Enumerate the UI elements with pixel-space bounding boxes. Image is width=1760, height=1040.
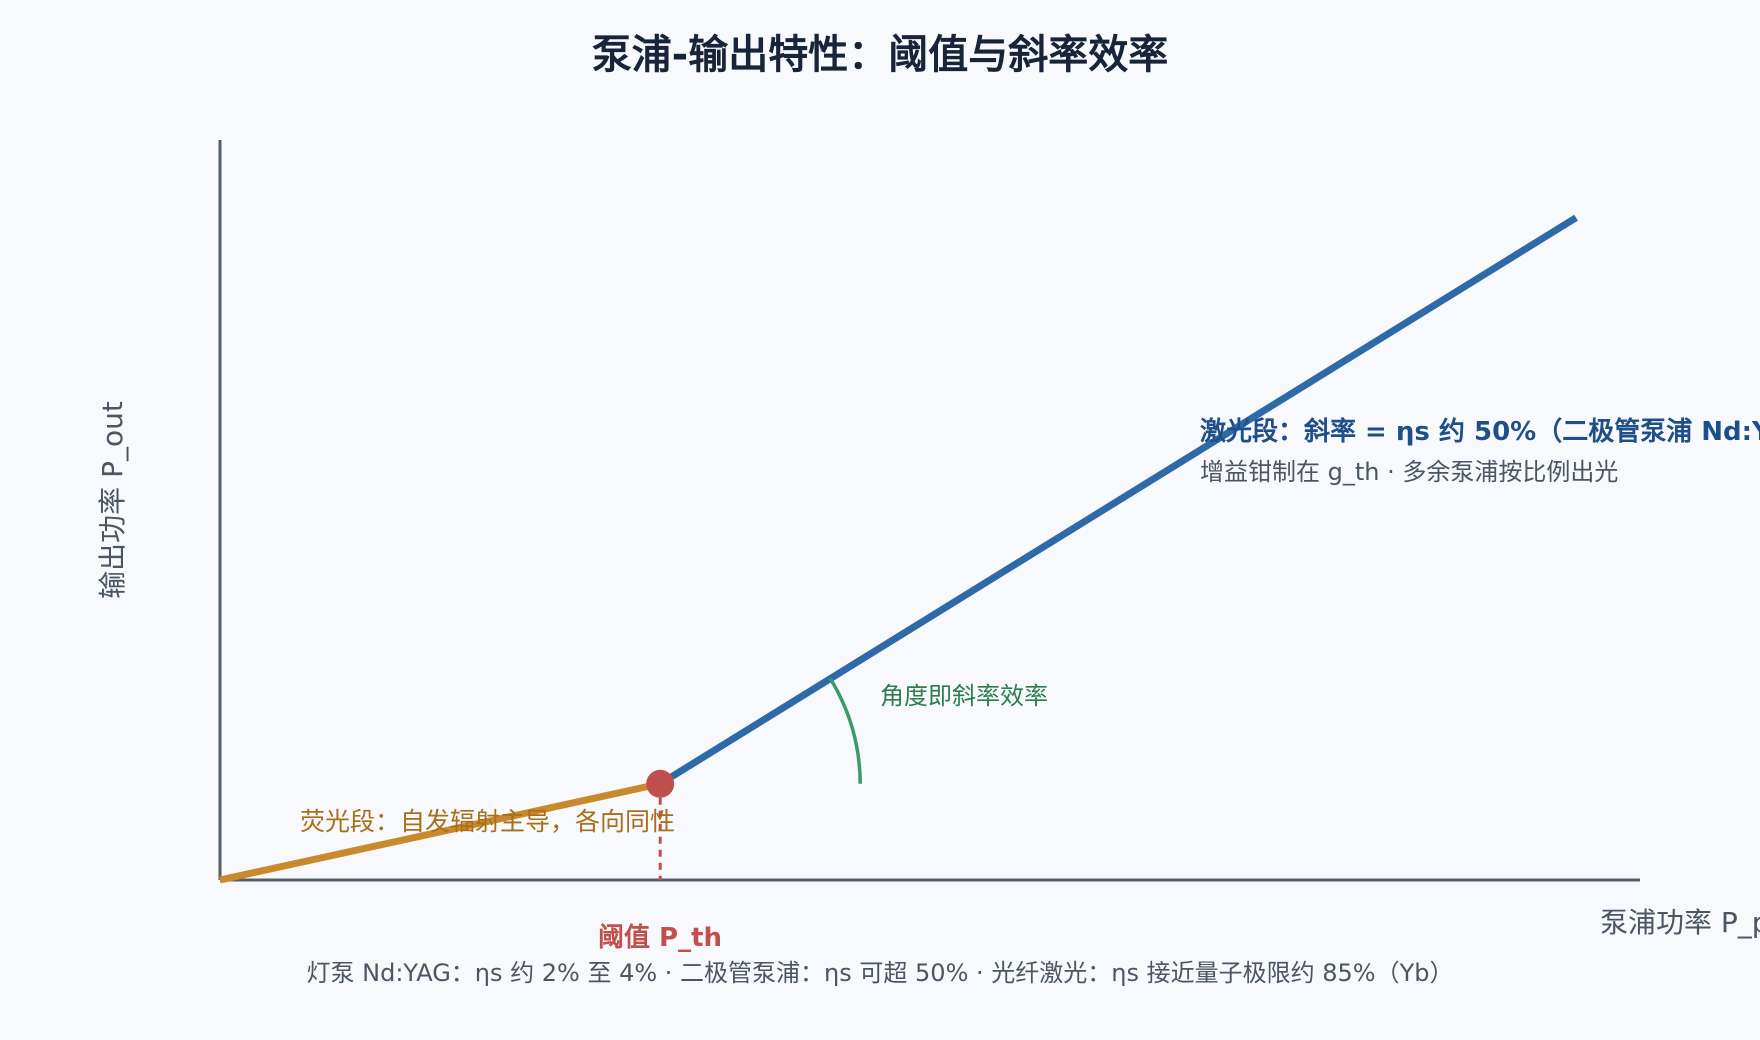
x-axis-label: 泵浦功率 P_p xyxy=(1600,906,1760,939)
angle-annotation: 角度即斜率效率 xyxy=(880,682,1048,710)
marks-layer xyxy=(646,677,862,880)
lasing-annotation-sub: 增益钳制在 g_th · 多余泵浦按比例出光 xyxy=(1200,458,1618,486)
chart-title: 泵浦-输出特性：阈值与斜率效率 xyxy=(592,32,1169,78)
threshold-point xyxy=(646,769,675,798)
lasing-annotation-main: 激光段：斜率 = ηs 约 50%（二极管泵浦 Nd:YAG） xyxy=(1200,416,1760,447)
lasing-series-line xyxy=(658,214,1578,787)
fluorescence-series-line xyxy=(219,780,661,884)
threshold-label: 阈值 P_th xyxy=(598,923,722,953)
series-layer xyxy=(219,214,1578,884)
axes xyxy=(218,140,1640,882)
slope-angle-arc xyxy=(828,677,862,784)
fluorescence-annotation: 荧光段：自发辐射主导，各向同性 xyxy=(300,807,675,836)
footnote: 灯泵 Nd:YAG：ηs 约 2% 至 4% · 二极管泵浦：ηs 可超 50%… xyxy=(307,959,1454,987)
y-axis-label: 输出功率 P_out xyxy=(96,401,129,599)
